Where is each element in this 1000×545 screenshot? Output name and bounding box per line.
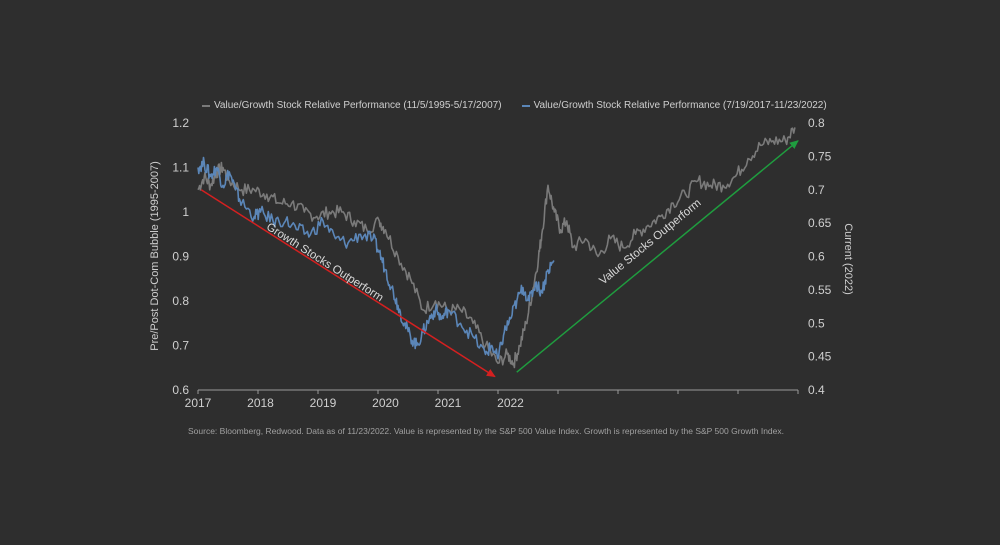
y-axis-left-label: Pre/Post Dot-Com Bubble (1995-2007) [149, 161, 161, 351]
x-tick-label: 2021 [435, 396, 462, 410]
y-right-tick-label: 0.75 [808, 149, 832, 163]
y-left-tick-label: 0.8 [172, 294, 189, 308]
legend-swatch-gray [202, 104, 210, 107]
y-right-tick-label: 0.55 [808, 283, 832, 297]
series-line-2017-2022 [197, 156, 555, 360]
x-tick-label: 2017 [185, 396, 212, 410]
y-right-tick-label: 0.5 [808, 316, 825, 330]
source-note: Source: Bloomberg, Redwood. Data as of 1… [188, 426, 784, 436]
chart-series [197, 127, 796, 369]
y-right-tick-label: 0.8 [808, 116, 825, 130]
legend-label-1995-2007: Value/Growth Stock Relative Performance … [214, 100, 502, 111]
legend-item-1995-2007: Value/Growth Stock Relative Performance … [202, 100, 502, 111]
y-right-tick-label: 0.6 [808, 250, 825, 264]
y-left-tick-label: 1.1 [172, 161, 189, 175]
legend-item-2017-2022: Value/Growth Stock Relative Performance … [521, 100, 827, 111]
growth-arrow [200, 189, 496, 378]
chart-legend: Value/Growth Stock Relative Performance … [202, 100, 827, 111]
growth-annotation-label: Growth Stocks Outperform [264, 221, 385, 304]
legend-label-2017-2022: Value/Growth Stock Relative Performance … [533, 100, 827, 111]
y-right-tick-label: 0.65 [808, 216, 832, 230]
y-right-tick-label: 0.4 [808, 383, 825, 397]
legend-swatch-blue [521, 104, 530, 107]
y-axis-right-label: Current (2022) [842, 223, 854, 295]
y-left-tick-label: 1.2 [172, 116, 189, 130]
x-tick-label: 2018 [247, 396, 274, 410]
chart-axes: 2017 2018 2019 2020 2021 2022 0.6 0.7 0.8 0.9 1 1.1… [172, 116, 831, 410]
y-left-tick-label: 0.9 [172, 250, 189, 264]
chart-annotations: Growth Stocks Outperform Value Stocks Out… [200, 140, 799, 378]
x-tick-label: 2020 [372, 396, 399, 410]
value-annotation-label: Value Stocks Outperform [597, 197, 703, 287]
y-right-tick-label: 0.45 [808, 350, 832, 364]
y-left-tick-label: 0.6 [172, 383, 189, 397]
y-left-tick-label: 0.7 [172, 339, 189, 353]
x-tick-label: 2019 [310, 396, 337, 410]
series-line-1995-2007 [197, 127, 796, 369]
y-left-tick-label: 1 [182, 205, 189, 219]
x-tick-label: 2022 [497, 396, 524, 410]
y-right-tick-label: 0.7 [808, 183, 825, 197]
value-arrow [516, 140, 799, 373]
